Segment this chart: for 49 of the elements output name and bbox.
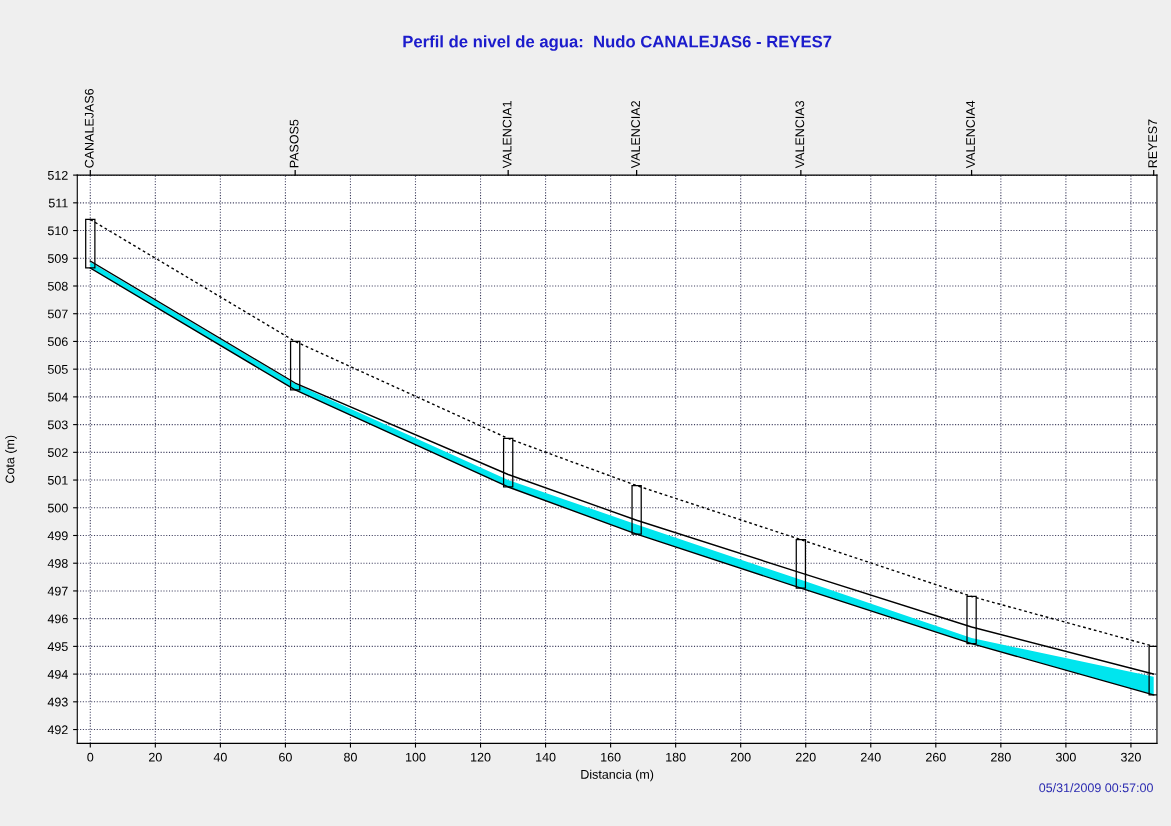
- y-tick-label: 498: [47, 559, 68, 568]
- y-axis-title: Cota (m): [5, 435, 17, 483]
- y-tick-label: 505: [47, 364, 68, 374]
- y-tick-label: 510: [47, 226, 68, 236]
- y-tick-label: 499: [47, 531, 68, 541]
- text: 05/31/2009 00:57:00: [1039, 783, 1153, 793]
- annotation: VALENCIA1: [502, 101, 512, 169]
- x-tick-label: 180: [666, 752, 686, 762]
- x-axis-title: Distancia (m): [581, 769, 654, 782]
- y-tick-label: 497: [47, 586, 68, 596]
- x-tick-label: 220: [795, 752, 816, 762]
- chart-title: Perfil de nivel de agua: Nudo CANALEJAS6 - REYES7: [403, 35, 832, 51]
- x-tick-label: 20: [149, 752, 162, 762]
- annotation: CANALEJAS6: [84, 88, 94, 168]
- y-tick-label: 501: [47, 475, 68, 485]
- x-tick-label: 140: [536, 752, 556, 762]
- x-tick-label: 320: [1120, 752, 1141, 762]
- y-tick-label: 508: [47, 281, 68, 291]
- y-tick-label: 494: [47, 669, 68, 679]
- x-tick-label: 260: [926, 752, 946, 762]
- y-tick-label: 509: [47, 254, 68, 263]
- y-tick-label: 495: [47, 642, 68, 652]
- y-tick-label: 507: [47, 309, 68, 319]
- y-tick-label: 506: [47, 337, 68, 347]
- y-tick-label: 503: [47, 420, 68, 430]
- y-tick-label: 496: [47, 614, 68, 624]
- annotation: VALENCIA3: [795, 100, 805, 169]
- y-tick-label: 502: [47, 448, 68, 457]
- y-tick-label: 492: [47, 725, 68, 735]
- x-tick-label: 120: [471, 752, 491, 762]
- x-tick-label: 0: [87, 752, 94, 762]
- annotation: VALENCIA2: [631, 101, 640, 169]
- x-tick-label: 100: [406, 752, 426, 762]
- x-tick-label: 280: [991, 752, 1011, 762]
- annotation: VALENCIA4: [966, 100, 975, 169]
- y-tick-label: 512: [47, 170, 68, 180]
- x-tick-label: 60: [279, 752, 292, 762]
- y-tick-label: 504: [47, 392, 68, 402]
- y-tick-label: 493: [47, 697, 68, 707]
- x-tick-label: 80: [344, 752, 357, 762]
- x-tick-label: 300: [1055, 752, 1076, 762]
- y-tick-label: 500: [47, 503, 68, 513]
- x-tick-label: 200: [730, 752, 751, 762]
- annotation: PASOS5: [289, 119, 299, 168]
- x-tick-label: 40: [213, 752, 227, 762]
- x-tick-label: 160: [601, 752, 621, 762]
- x-tick-label: 240: [860, 752, 881, 762]
- y-tick-label: 511: [48, 198, 68, 208]
- annotation: REYES7: [1148, 119, 1158, 168]
